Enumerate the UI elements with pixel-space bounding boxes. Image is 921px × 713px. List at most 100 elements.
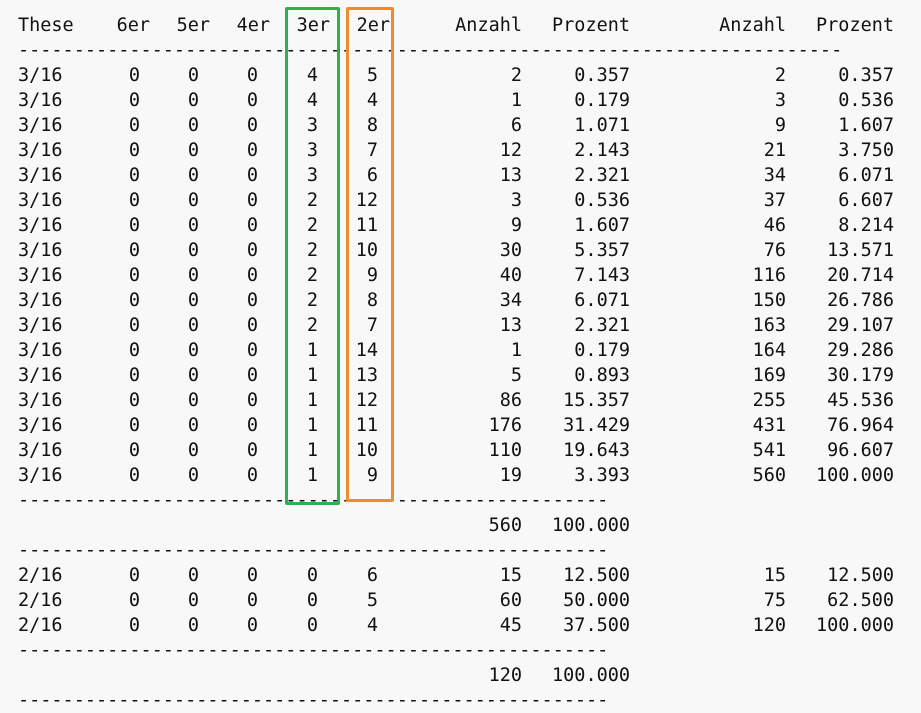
cell-cum_anzahl: 34	[763, 165, 786, 186]
table-row: 3/16 0 0 0 2 8 34 6.071 150 26.786	[0, 288, 921, 313]
cell-g4: 0	[246, 590, 258, 611]
cell-g6: 0	[128, 565, 140, 586]
cell-g5: 0	[187, 615, 199, 636]
cell-prozent: 1.071	[574, 115, 630, 136]
cell-prozent: 2.321	[574, 165, 630, 186]
table-row: 3/16 0 0 0 2 11 9 1.607 46 8.214	[0, 213, 921, 238]
cell-g5: 0	[187, 590, 199, 611]
cell-g5: 0	[187, 190, 199, 211]
cell-anzahl: 1	[510, 90, 522, 111]
cell-g3: 1	[306, 415, 318, 436]
cell-cum_prozent: 100.000	[816, 465, 894, 486]
separator-line: ----------------------------------------…	[0, 38, 921, 63]
cell-these: 3/16	[18, 340, 63, 361]
cell-cum_prozent: 62.500	[827, 590, 894, 611]
header-these: These	[18, 15, 74, 36]
cell-cum_anzahl: 431	[752, 415, 786, 436]
cell-g2: 7	[366, 315, 378, 336]
cell-g5: 0	[187, 465, 199, 486]
table-row: 2/16 0 0 0 0 5 60 50.000 75 62.500	[0, 588, 921, 613]
total-prozent: 100.000	[552, 665, 630, 686]
cell-g4: 0	[246, 365, 258, 386]
cell-prozent: 1.607	[574, 215, 630, 236]
total-row: 560 100.000	[0, 513, 921, 538]
cell-g5: 0	[187, 265, 199, 286]
header-g5: 5er	[176, 15, 210, 36]
cell-g4: 0	[246, 315, 258, 336]
cell-cum_anzahl: 9	[774, 115, 786, 136]
cell-cum_anzahl: 2	[774, 65, 786, 86]
cell-g4: 0	[246, 390, 258, 411]
cell-these: 3/16	[18, 440, 63, 461]
cell-prozent: 3.393	[574, 465, 630, 486]
cell-cum_prozent: 3.750	[838, 140, 894, 161]
table-row: 2/16 0 0 0 0 4 45 37.500 120 100.000	[0, 613, 921, 638]
cell-g6: 0	[128, 590, 140, 611]
cell-anzahl: 110	[488, 440, 522, 461]
cell-cum_prozent: 20.714	[827, 265, 894, 286]
cell-cum_prozent: 30.179	[827, 365, 894, 386]
cell-g3: 4	[306, 90, 318, 111]
cell-g6: 0	[128, 615, 140, 636]
cell-g2: 9	[366, 265, 378, 286]
table-row: 3/16 0 0 0 1 12 86 15.357 255 45.536	[0, 388, 921, 413]
cell-anzahl: 176	[488, 415, 522, 436]
cell-cum_prozent: 1.607	[838, 115, 894, 136]
header-prozent: Prozent	[552, 15, 630, 36]
cell-g5: 0	[187, 290, 199, 311]
cell-anzahl: 3	[510, 190, 522, 211]
cell-g4: 0	[246, 215, 258, 236]
cell-cum_prozent: 8.214	[838, 215, 894, 236]
cell-prozent: 2.321	[574, 315, 630, 336]
table-row: 3/16 0 0 0 1 14 1 0.179 164 29.286	[0, 338, 921, 363]
cell-these: 3/16	[18, 240, 63, 261]
cell-cum_anzahl: 163	[752, 315, 786, 336]
cell-these: 3/16	[18, 265, 63, 286]
cell-these: 3/16	[18, 215, 63, 236]
cell-cum_anzahl: 76	[763, 240, 786, 261]
cell-anzahl: 15	[499, 565, 522, 586]
table-row: 3/16 0 0 0 3 7 12 2.143 21 3.750	[0, 138, 921, 163]
cell-cum_anzahl: 120	[752, 615, 786, 636]
cell-g2: 9	[366, 465, 378, 486]
cell-cum_prozent: 0.357	[838, 65, 894, 86]
cell-cum_prozent: 76.964	[827, 415, 894, 436]
cell-g2: 14	[355, 340, 378, 361]
cell-g3: 2	[306, 290, 318, 311]
cell-cum_prozent: 12.500	[827, 565, 894, 586]
cell-prozent: 0.179	[574, 340, 630, 361]
cell-g4: 0	[246, 265, 258, 286]
cell-g3: 2	[306, 265, 318, 286]
cell-these: 3/16	[18, 290, 63, 311]
cell-g5: 0	[187, 215, 199, 236]
header-anzahl: Anzahl	[455, 15, 522, 36]
table-row: 3/16 0 0 0 3 8 6 1.071 9 1.607	[0, 113, 921, 138]
cell-g6: 0	[128, 315, 140, 336]
cell-g4: 0	[246, 465, 258, 486]
cell-g5: 0	[187, 365, 199, 386]
highlight-3er-column	[285, 7, 340, 505]
cell-anzahl: 9	[510, 215, 522, 236]
total-anzahl: 120	[488, 665, 522, 686]
cell-g4: 0	[246, 140, 258, 161]
cell-prozent: 12.500	[563, 565, 630, 586]
cell-g5: 0	[187, 565, 199, 586]
cell-g2: 10	[355, 440, 378, 461]
cell-g6: 0	[128, 265, 140, 286]
table-row: 3/16 0 0 0 2 12 3 0.536 37 6.607	[0, 188, 921, 213]
table-row: 3/16 0 0 0 1 11 176 31.429 431 76.964	[0, 413, 921, 438]
cell-cum_prozent: 6.071	[838, 165, 894, 186]
cell-these: 3/16	[18, 365, 63, 386]
cell-g6: 0	[128, 140, 140, 161]
separator-line: ----------------------------------------…	[0, 688, 921, 713]
cell-anzahl: 34	[499, 290, 522, 311]
cell-anzahl: 12	[499, 140, 522, 161]
table-row: 3/16 0 0 0 3 6 13 2.321 34 6.071	[0, 163, 921, 188]
cell-g4: 0	[246, 565, 258, 586]
cell-g6: 0	[128, 90, 140, 111]
cell-g3: 0	[306, 565, 318, 586]
cell-these: 3/16	[18, 90, 63, 111]
cell-g6: 0	[128, 240, 140, 261]
cell-g4: 0	[246, 340, 258, 361]
cell-these: 3/16	[18, 115, 63, 136]
